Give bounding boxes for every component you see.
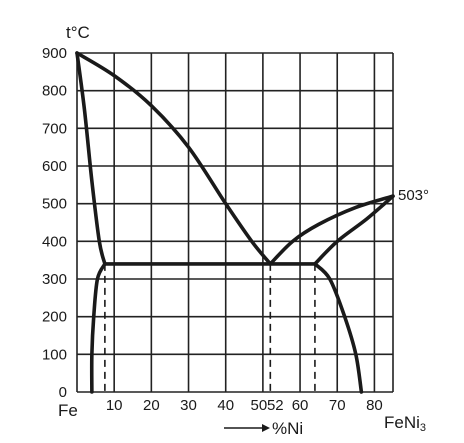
y-tick-label: 100 xyxy=(42,346,67,363)
y-tick-label: 300 xyxy=(42,271,67,288)
phase-curves xyxy=(75,51,395,394)
grid xyxy=(76,52,394,393)
fe-label: Fe xyxy=(58,401,78,420)
x-axis-label: %Ni xyxy=(272,419,303,438)
x-tick-label: 50 xyxy=(251,397,268,414)
y-axis-label: t°C xyxy=(66,23,90,42)
phase-line-1 xyxy=(75,51,273,266)
phase-line-0 xyxy=(75,51,107,266)
x-tick-labels: 10 20 30 40 50 52 60 70 80 xyxy=(106,397,383,414)
x-tick-label: 60 xyxy=(292,397,309,414)
x-tick-label: 20 xyxy=(143,397,160,414)
fe-ni3-base: FeNi xyxy=(384,413,420,432)
x-tick-label: 70 xyxy=(329,397,346,414)
y-tick-label: 500 xyxy=(42,196,67,213)
y-tick-label: 900 xyxy=(42,45,67,62)
x-axis-arrow xyxy=(224,424,270,432)
x-tick-label: 40 xyxy=(217,397,234,414)
x-tick-label: 52 xyxy=(267,397,284,414)
phase-line-5 xyxy=(89,262,107,394)
phase-line-3 xyxy=(313,194,395,266)
fe-ni3-sub: 3 xyxy=(420,422,426,434)
phase-line-2 xyxy=(268,194,395,266)
y-tick-label: 800 xyxy=(42,83,67,100)
x-tick-label: 30 xyxy=(180,397,197,414)
phase-line-6 xyxy=(313,262,364,394)
y-tick-label: 600 xyxy=(42,158,67,175)
fe-ni3-label: FeNi3 xyxy=(384,413,426,434)
y-tick-labels: 0 100 200 300 400 500 600 700 800 900 xyxy=(42,45,67,401)
temperature-annotation: 503° xyxy=(398,187,429,204)
y-tick-label: 400 xyxy=(42,233,67,250)
y-tick-label: 200 xyxy=(42,309,67,326)
y-tick-label: 700 xyxy=(42,120,67,137)
y-tick-label: 0 xyxy=(59,384,67,401)
x-tick-label: 80 xyxy=(366,397,383,414)
x-tick-label: 10 xyxy=(106,397,123,414)
dashed-lines xyxy=(104,263,316,392)
